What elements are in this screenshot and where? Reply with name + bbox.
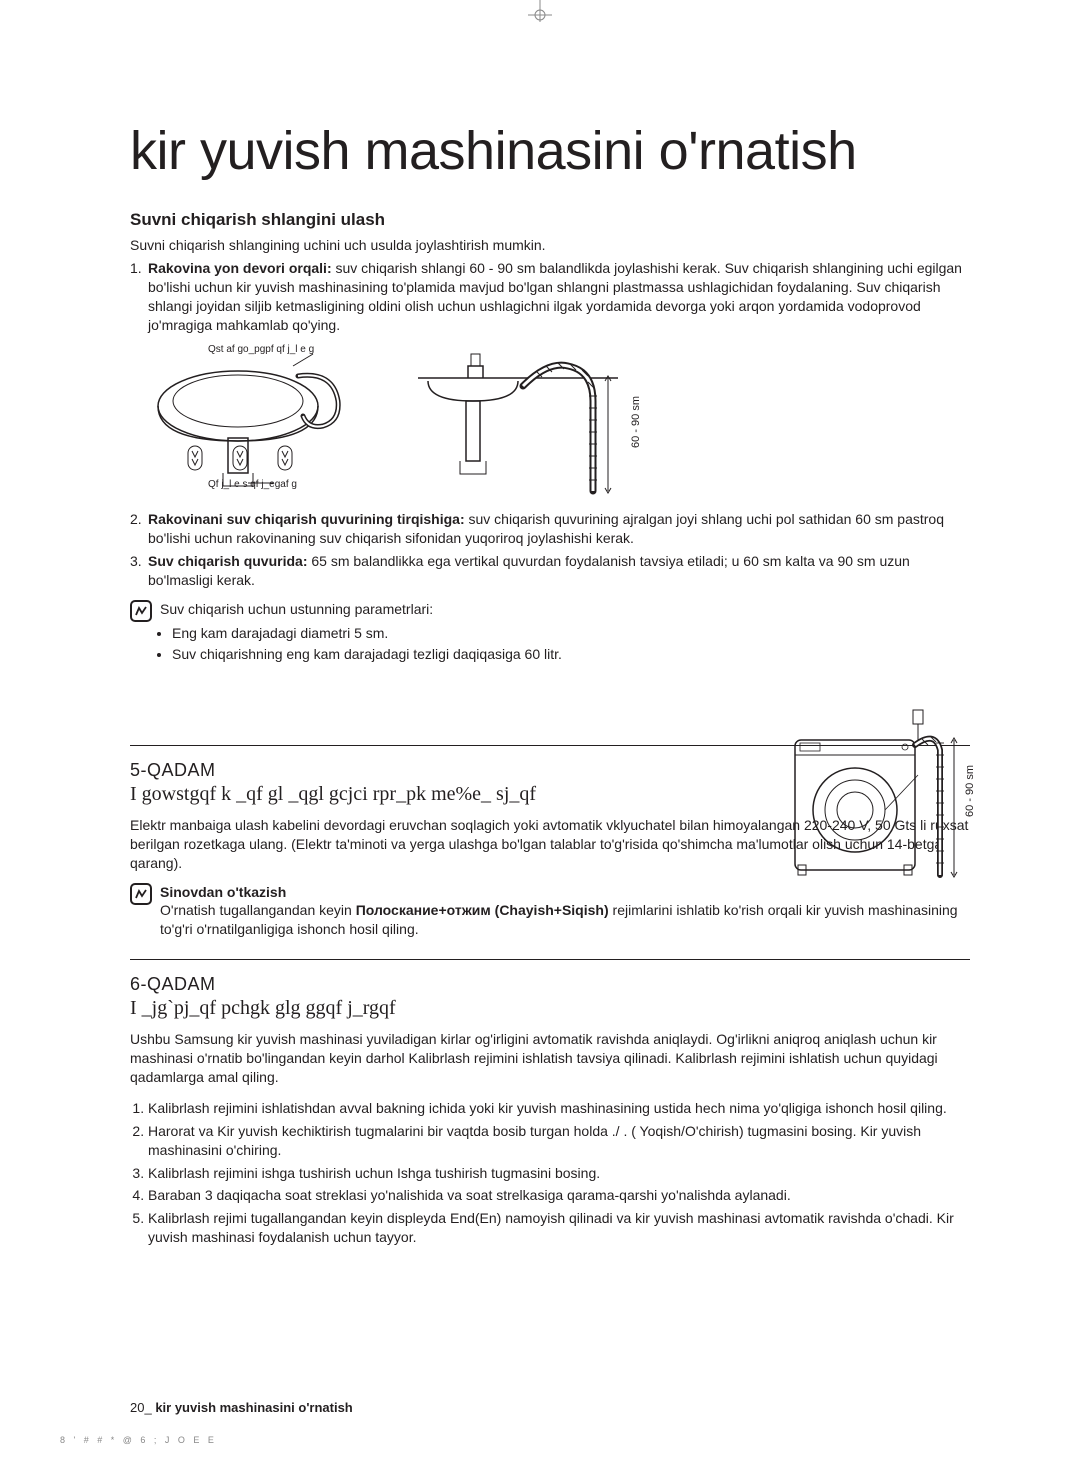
washer-diagram: 60 - 90 sm bbox=[770, 695, 970, 885]
cal-step: Kalibrlash rejimini ishlatishdan avval b… bbox=[148, 1099, 970, 1118]
note-heading: Sinovdan o'tkazish bbox=[160, 883, 970, 902]
calibration-steps: Kalibrlash rejimini ishlatishdan avval b… bbox=[148, 1099, 970, 1247]
caption-bottom: Qf j_l e s qf j_egaf g bbox=[208, 479, 297, 490]
item-num: 2. bbox=[130, 510, 148, 548]
item-bold: Rakovinani suv chiqarish quvurining tirq… bbox=[148, 511, 465, 527]
note-block: Suv chiqarish uchun ustunning parametrla… bbox=[130, 600, 970, 665]
list-item-1: 1. Rakovina yon devori orqali: suv chiqa… bbox=[130, 259, 970, 335]
note-text: Suv chiqarish uchun ustunning parametrla… bbox=[160, 601, 433, 617]
page-title: kir yuvish mashinasini o'rnatish bbox=[130, 120, 970, 182]
page-label: kir yuvish mashinasini o'rnatish bbox=[152, 1400, 353, 1415]
list-item-2: 2. Rakovinani suv chiqarish quvurining t… bbox=[130, 510, 970, 548]
cal-step: Kalibrlash rejimi tugallangandan keyin d… bbox=[148, 1209, 970, 1247]
caption-top: Qst af go_pgpf qf j_l e g bbox=[208, 344, 314, 355]
cal-step: Kalibrlash rejimini ishga tushirish uchu… bbox=[148, 1164, 970, 1183]
note-bold: Полоскание+отжим (Chayish+Siqish) bbox=[356, 902, 609, 918]
item-num: 1. bbox=[130, 259, 148, 335]
step-6-intro: Ushbu Samsung kir yuvish mashinasi yuvil… bbox=[130, 1030, 970, 1087]
crop-mark bbox=[520, 0, 560, 25]
step-6-title: I _jg`pj_qf pchgk glg ggqf j_rgqf bbox=[130, 997, 970, 1020]
bullet-item: Eng kam darajadagi diametri 5 sm. bbox=[172, 623, 760, 644]
cal-text-a: Harorat va Kir yuvish kechiktirish tugma… bbox=[148, 1123, 612, 1139]
side-view-diagram: 60 - 90 sm bbox=[408, 346, 638, 496]
item-num: 3. bbox=[130, 552, 148, 590]
page-number: 20_ bbox=[130, 1400, 152, 1415]
note-icon bbox=[130, 883, 152, 905]
step-6-label: 6-QADAM bbox=[130, 974, 970, 995]
print-code: 8 ' # # * @ 6 ; J O E E bbox=[60, 1435, 217, 1445]
sink-diagram: Qst af go_pgpf qf j_l e g Qf j_l e s qf … bbox=[148, 346, 378, 496]
diagram-row: Qst af go_pgpf qf j_l e g Qf j_l e s qf … bbox=[148, 346, 970, 496]
item-bold: Rakovina yon devori orqali: bbox=[148, 260, 332, 276]
cal-step: Harorat va Kir yuvish kechiktirish tugma… bbox=[148, 1122, 970, 1160]
page-footer: 20_ kir yuvish mashinasini o'rnatish bbox=[130, 1400, 353, 1415]
height-label: 60 - 90 sm bbox=[630, 396, 642, 448]
item-bold: Suv chiqarish quvurida: bbox=[148, 553, 307, 569]
bullet-item: Suv chiqarishning eng kam darajadagi tez… bbox=[172, 644, 760, 665]
cal-step: Baraban 3 daqiqacha soat streklasi yo'na… bbox=[148, 1186, 970, 1205]
list-item-3: 3. Suv chiqarish quvurida: 65 sm balandl… bbox=[130, 552, 970, 590]
section-heading-drain: Suvni chiqarish shlangini ulash bbox=[130, 210, 970, 230]
note-text-a: O'rnatish tugallangandan keyin bbox=[160, 902, 356, 918]
note-block-2: Sinovdan o'tkazish O'rnatish tugallangan… bbox=[130, 883, 970, 940]
divider bbox=[130, 959, 970, 960]
note-icon bbox=[130, 600, 152, 622]
intro-text: Suvni chiqarish shlangining uchini uch u… bbox=[130, 236, 970, 255]
height-label-2: 60 - 90 sm bbox=[964, 765, 976, 817]
